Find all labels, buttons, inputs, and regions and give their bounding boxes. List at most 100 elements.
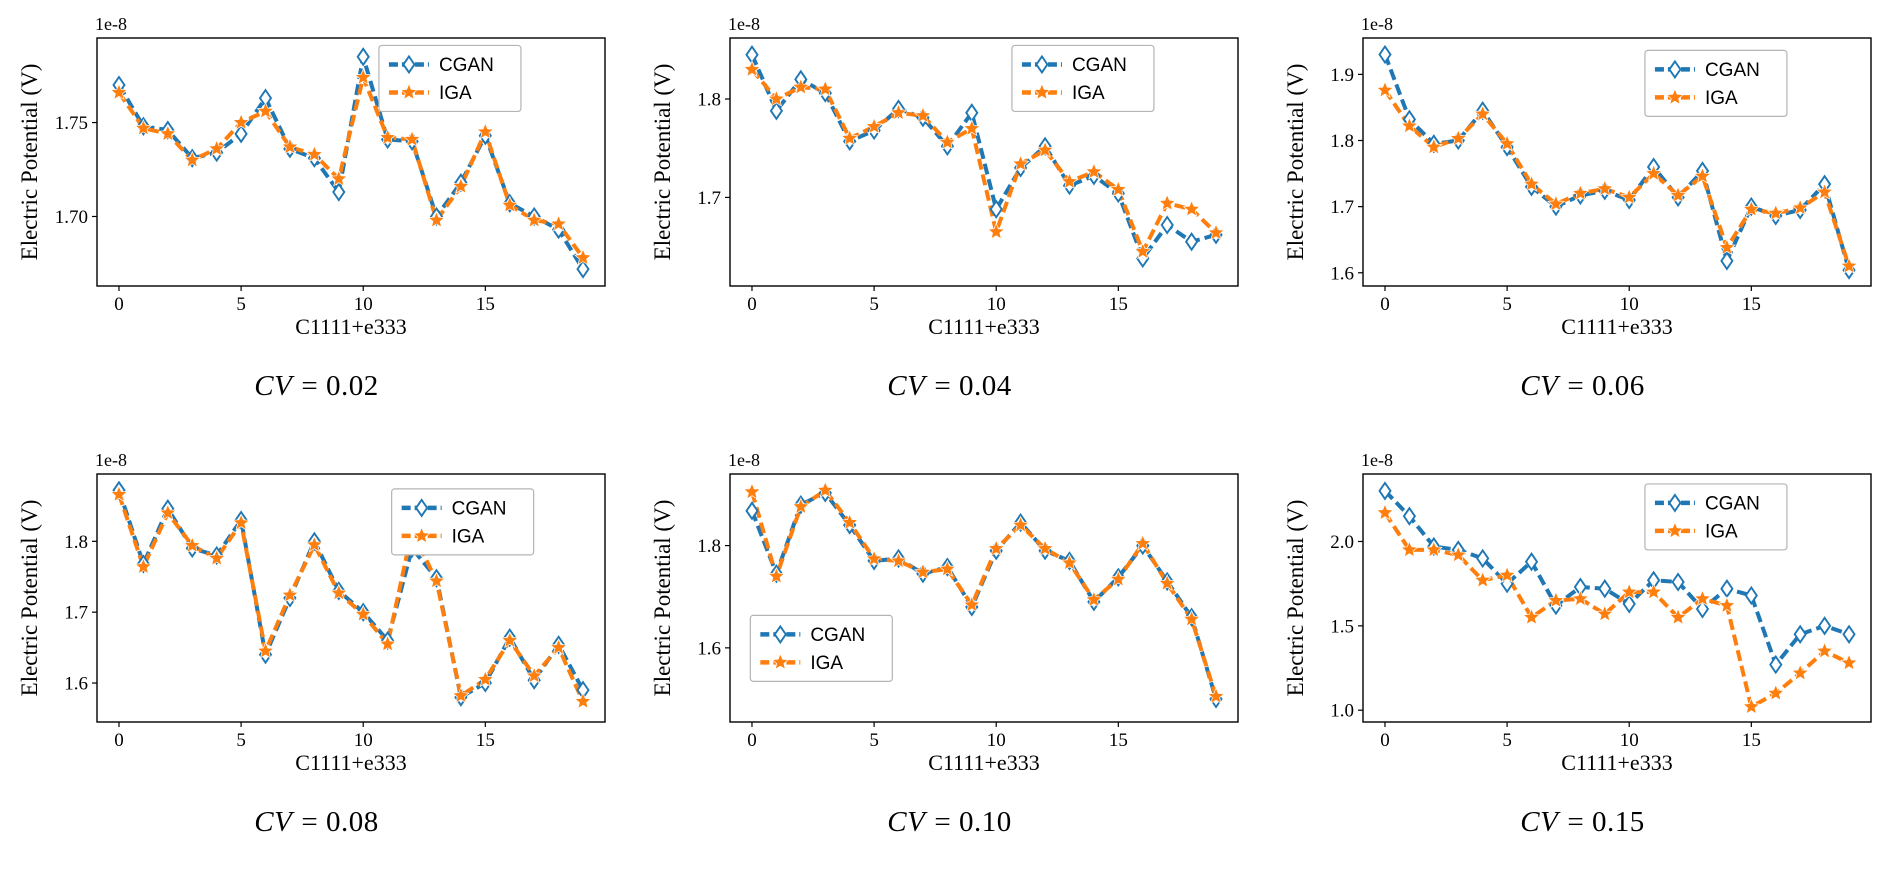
svg-text:0: 0 bbox=[1380, 730, 1390, 751]
caption-variable: CV bbox=[1520, 370, 1559, 402]
caption-value: = 0.06 bbox=[1567, 370, 1645, 402]
caption-value: = 0.10 bbox=[934, 806, 1012, 838]
svg-text:1e-8: 1e-8 bbox=[95, 450, 127, 470]
svg-text:0: 0 bbox=[114, 294, 124, 315]
chart-canvas-cv-008: 0 5 10 15 1.6 1.7 1.8 1e-8 C1111+e333 Electric Po… bbox=[17, 450, 606, 775]
svg-text:5: 5 bbox=[236, 294, 246, 315]
svg-text:Electric Potential (V): Electric Potential (V) bbox=[1283, 64, 1308, 261]
svg-text:C1111+e333: C1111+e333 bbox=[928, 314, 1039, 339]
svg-text:IGA: IGA bbox=[1704, 88, 1737, 109]
svg-text:Electric Potential (V): Electric Potential (V) bbox=[17, 64, 42, 261]
caption-value: = 0.15 bbox=[1567, 806, 1645, 838]
svg-text:0: 0 bbox=[747, 730, 757, 751]
svg-text:C1111+e333: C1111+e333 bbox=[928, 750, 1039, 775]
caption-variable: CV bbox=[1520, 806, 1559, 838]
svg-text:C1111+e333: C1111+e333 bbox=[1561, 750, 1672, 775]
caption-variable: CV bbox=[887, 806, 926, 838]
caption-variable: CV bbox=[254, 806, 293, 838]
svg-text:15: 15 bbox=[475, 294, 494, 315]
svg-text:10: 10 bbox=[986, 730, 1005, 751]
subplot-cv-002: 0 5 10 15 1.70 1.75 1e-8 C1111+e333 Electric Pot… bbox=[0, 0, 633, 436]
svg-text:CGAN: CGAN bbox=[451, 498, 506, 519]
svg-text:CGAN: CGAN bbox=[1071, 55, 1126, 76]
svg-text:C1111+e333: C1111+e333 bbox=[1561, 314, 1672, 339]
svg-text:1.8: 1.8 bbox=[697, 90, 721, 111]
svg-text:CGAN: CGAN bbox=[810, 625, 865, 646]
chart-caption: CV = 0.10 bbox=[887, 806, 1011, 839]
svg-text:CGAN: CGAN bbox=[438, 55, 493, 76]
svg-text:IGA: IGA bbox=[451, 526, 484, 547]
subplot-cv-008: 0 5 10 15 1.6 1.7 1.8 1e-8 C1111+e333 Electric Po… bbox=[0, 436, 633, 873]
svg-text:10: 10 bbox=[353, 294, 372, 315]
svg-text:1e-8: 1e-8 bbox=[1361, 450, 1393, 470]
svg-text:15: 15 bbox=[1741, 294, 1760, 315]
svg-text:IGA: IGA bbox=[810, 653, 843, 674]
svg-text:5: 5 bbox=[1502, 294, 1512, 315]
chart-caption: CV = 0.08 bbox=[254, 806, 378, 839]
subplot-cv-015: 0 5 10 15 1.0 1.5 2.0 1e-8 C1111+e333 Electric Po… bbox=[1266, 436, 1899, 873]
svg-text:1.7: 1.7 bbox=[1330, 197, 1354, 218]
svg-text:2.0: 2.0 bbox=[1330, 532, 1354, 553]
svg-text:CGAN: CGAN bbox=[1704, 60, 1759, 81]
svg-text:5: 5 bbox=[869, 294, 879, 315]
svg-text:0: 0 bbox=[114, 730, 124, 751]
svg-text:15: 15 bbox=[475, 730, 494, 751]
svg-text:0: 0 bbox=[1380, 294, 1390, 315]
svg-text:1.6: 1.6 bbox=[697, 638, 721, 659]
caption-value: = 0.08 bbox=[301, 806, 379, 838]
chart-caption: CV = 0.04 bbox=[887, 370, 1011, 403]
svg-text:1e-8: 1e-8 bbox=[95, 14, 127, 34]
svg-text:1.6: 1.6 bbox=[64, 674, 88, 695]
svg-text:1.7: 1.7 bbox=[64, 603, 88, 624]
svg-text:1.8: 1.8 bbox=[1330, 131, 1354, 152]
svg-text:1.8: 1.8 bbox=[697, 536, 721, 557]
svg-text:1.75: 1.75 bbox=[54, 113, 87, 134]
svg-text:Electric Potential (V): Electric Potential (V) bbox=[650, 500, 675, 697]
svg-text:C1111+e333: C1111+e333 bbox=[295, 750, 406, 775]
chart-canvas-cv-004: 0 5 10 15 1.7 1.8 1e-8 C1111+e333 Electric Poten… bbox=[650, 14, 1239, 339]
svg-text:10: 10 bbox=[1619, 730, 1638, 751]
svg-text:Electric Potential (V): Electric Potential (V) bbox=[17, 500, 42, 697]
svg-text:15: 15 bbox=[1741, 730, 1760, 751]
svg-text:15: 15 bbox=[1108, 294, 1127, 315]
caption-value: = 0.04 bbox=[934, 370, 1012, 402]
subplot-cv-004: 0 5 10 15 1.7 1.8 1e-8 C1111+e333 Electric Poten… bbox=[633, 0, 1266, 436]
chart-caption: CV = 0.06 bbox=[1520, 370, 1644, 403]
svg-text:1e-8: 1e-8 bbox=[728, 450, 760, 470]
svg-text:0: 0 bbox=[747, 294, 757, 315]
svg-text:15: 15 bbox=[1108, 730, 1127, 751]
subplot-cv-010: 0 5 10 15 1.6 1.8 1e-8 C1111+e333 Electric Poten… bbox=[633, 436, 1266, 873]
svg-text:IGA: IGA bbox=[1071, 83, 1104, 104]
svg-text:5: 5 bbox=[236, 730, 246, 751]
svg-text:CGAN: CGAN bbox=[1704, 493, 1759, 514]
svg-text:IGA: IGA bbox=[1704, 521, 1737, 542]
svg-text:1.6: 1.6 bbox=[1330, 263, 1354, 284]
subplot-cv-006: 0 5 10 15 1.6 1.7 1.8 1.9 1e-8 C1111+e333 Electric… bbox=[1266, 0, 1899, 436]
chart-canvas-cv-002: 0 5 10 15 1.70 1.75 1e-8 C1111+e333 Electric Pot… bbox=[17, 14, 606, 339]
svg-text:1.0: 1.0 bbox=[1330, 701, 1354, 722]
caption-variable: CV bbox=[887, 370, 926, 402]
svg-text:1.7: 1.7 bbox=[697, 188, 721, 209]
svg-text:10: 10 bbox=[986, 294, 1005, 315]
svg-text:C1111+e333: C1111+e333 bbox=[295, 314, 406, 339]
svg-text:5: 5 bbox=[1502, 730, 1512, 751]
svg-text:Electric Potential (V): Electric Potential (V) bbox=[1283, 500, 1308, 697]
chart-canvas-cv-006: 0 5 10 15 1.6 1.7 1.8 1.9 1e-8 C1111+e333 Electric… bbox=[1283, 14, 1872, 339]
caption-variable: CV bbox=[254, 370, 293, 402]
chart-caption: CV = 0.02 bbox=[254, 370, 378, 403]
svg-text:10: 10 bbox=[353, 730, 372, 751]
svg-text:Electric Potential (V): Electric Potential (V) bbox=[650, 64, 675, 261]
svg-text:1.70: 1.70 bbox=[54, 207, 87, 228]
caption-value: = 0.02 bbox=[301, 370, 379, 402]
svg-text:1e-8: 1e-8 bbox=[728, 14, 760, 34]
svg-text:1e-8: 1e-8 bbox=[1361, 14, 1393, 34]
svg-text:1.5: 1.5 bbox=[1330, 616, 1354, 637]
chart-canvas-cv-015: 0 5 10 15 1.0 1.5 2.0 1e-8 C1111+e333 Electric Po… bbox=[1283, 450, 1872, 775]
chart-caption: CV = 0.15 bbox=[1520, 806, 1644, 839]
svg-text:5: 5 bbox=[869, 730, 879, 751]
chart-canvas-cv-010: 0 5 10 15 1.6 1.8 1e-8 C1111+e333 Electric Poten… bbox=[650, 450, 1239, 775]
svg-text:IGA: IGA bbox=[438, 83, 471, 104]
svg-text:10: 10 bbox=[1619, 294, 1638, 315]
svg-text:1.8: 1.8 bbox=[64, 532, 88, 553]
